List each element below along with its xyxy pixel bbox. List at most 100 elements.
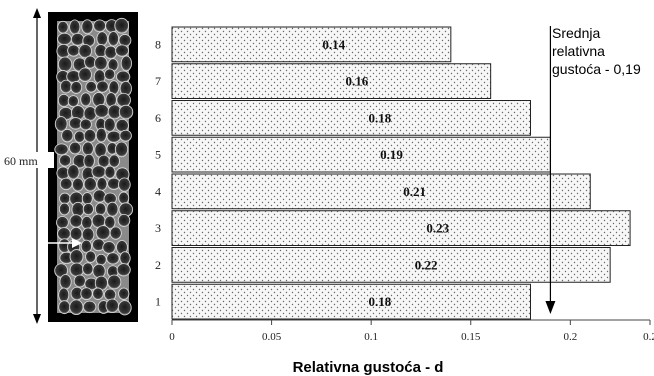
foam-cell [92, 287, 104, 300]
bar-chart: 0.180.220.230.210.190.180.160.14 1234567… [155, 25, 654, 376]
foam-cell [114, 17, 130, 34]
foam-cell [82, 141, 94, 156]
foam-cell [81, 19, 94, 35]
bar-6 [171, 100, 531, 136]
foam-cell [70, 81, 83, 94]
foam-cell [81, 215, 93, 230]
foam-cell [104, 215, 116, 230]
x-axis-title: Relativna gustoća - d [293, 359, 444, 376]
foam-cell [85, 250, 97, 264]
foam-cell [56, 216, 69, 229]
foam-cell [118, 191, 130, 205]
foam-cell [102, 241, 116, 254]
x-tick-label: 0.05 [262, 331, 282, 343]
bar-3 [171, 210, 631, 246]
bar-8 [171, 26, 452, 63]
foam-cell [59, 177, 73, 191]
foam-cell [59, 79, 72, 94]
foam-cell [81, 227, 95, 243]
foam-cell [78, 43, 92, 59]
bar-value-label-6: 0.18 [369, 110, 392, 125]
foam-cell [83, 177, 97, 192]
foam-cell [80, 287, 93, 301]
foam-cell [57, 32, 72, 46]
foam-cell [103, 117, 116, 133]
foam-cell [116, 70, 131, 83]
foam-cell [69, 299, 84, 316]
category-labels: 1 2 3 4 5 6 7 8 [155, 37, 161, 308]
bar-1 [171, 283, 531, 320]
mean-arrowhead-icon [545, 301, 556, 314]
x-tick-label: 0.15 [461, 331, 481, 343]
foam-cell [67, 44, 80, 57]
bar-group [171, 26, 631, 320]
mean-annotation-line-1: Srednja [552, 25, 600, 41]
foam-cell [106, 201, 119, 217]
foam-cell [91, 165, 106, 179]
specimen-height-dimension: 60 mm [4, 8, 54, 324]
foam-cell [118, 34, 132, 47]
foam-cell [57, 56, 73, 73]
bar-value-label-7: 0.16 [345, 74, 368, 89]
category-label-1: 1 [155, 295, 161, 309]
x-tick-label: 0.2 [563, 331, 577, 343]
foam-cell [106, 130, 122, 143]
mean-line [545, 26, 556, 314]
x-tick-label: 0.1 [364, 331, 378, 343]
foam-cell [115, 44, 129, 57]
bar-5 [171, 136, 551, 173]
foam-cell [69, 19, 81, 35]
foam-cell [59, 192, 71, 205]
foam-cell [108, 154, 120, 168]
foam-cell [94, 55, 108, 71]
foam-cell [94, 103, 110, 118]
foam-cell [118, 177, 131, 192]
category-label-6: 6 [155, 111, 161, 125]
foam-cell [117, 214, 131, 227]
foam-cell [119, 129, 132, 142]
foam-cell [118, 287, 130, 300]
foam-cell [73, 274, 86, 288]
specimen-height-label: 60 mm [4, 154, 38, 168]
category-label-7: 7 [155, 74, 161, 88]
x-axis-ticks: 0 0.05 0.1 0.15 0.2 0.2 [169, 320, 654, 343]
category-label-5: 5 [155, 148, 161, 162]
foam-cell [93, 19, 107, 33]
bar-value-label-8: 0.14 [322, 37, 345, 52]
foam-cell [95, 225, 111, 241]
bar-value-label-4: 0.21 [403, 184, 426, 199]
foam-cell [73, 130, 86, 143]
foam-specimen-image [48, 12, 138, 322]
foam-cell [78, 67, 92, 82]
foam-cell [67, 95, 79, 108]
foam-cell [105, 298, 119, 313]
foam-cell [107, 31, 120, 47]
foam-cell [58, 287, 70, 303]
foam-cell-texture [54, 17, 134, 316]
foam-cell [96, 80, 109, 93]
foam-cell [81, 192, 93, 206]
foam-cell [116, 263, 131, 277]
bar-value-label-5: 0.19 [380, 147, 403, 162]
foam-cell [59, 274, 72, 290]
bar-value-label-3: 0.23 [426, 221, 449, 236]
foam-cell [54, 116, 68, 132]
bar-4 [171, 173, 591, 210]
category-label-4: 4 [155, 184, 161, 198]
foam-cell [72, 177, 84, 192]
foam-cell [118, 104, 134, 120]
bar-value-label-2: 0.22 [415, 257, 438, 272]
foam-cell [69, 249, 84, 265]
x-tick-label: 0 [169, 331, 175, 343]
foam-cell [69, 262, 85, 278]
foam-cell [69, 214, 83, 228]
foam-cell [57, 227, 71, 241]
foam-cell [107, 274, 122, 290]
foam-cell [82, 202, 94, 216]
foam-cell [83, 153, 95, 169]
foam-cell [94, 202, 107, 216]
category-label-3: 3 [155, 221, 161, 235]
foam-cell [58, 202, 71, 216]
foam-cell [96, 177, 108, 191]
